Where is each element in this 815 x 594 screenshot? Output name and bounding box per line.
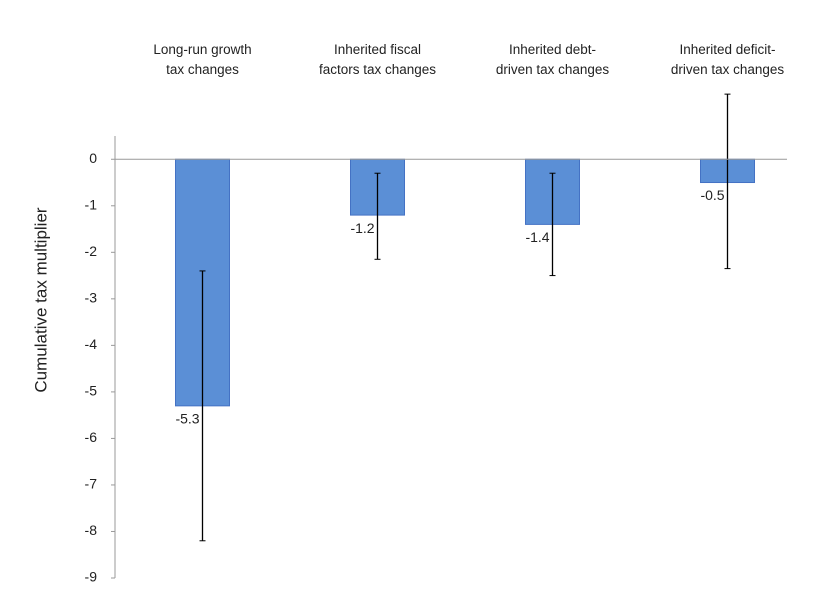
y-tick-label: -1: [85, 196, 98, 212]
y-tick-label: -5: [85, 383, 98, 399]
y-tick-label: 0: [89, 150, 97, 166]
data-label: -1.4: [525, 229, 549, 245]
category-label: Inherited debt- driven tax changes: [495, 42, 610, 77]
y-tick-label: -7: [85, 476, 98, 492]
y-tick-label: -8: [85, 522, 98, 538]
data-label: -1.2: [350, 220, 374, 236]
y-tick-label: -6: [85, 429, 98, 445]
data-label: -5.3: [175, 411, 199, 427]
y-tick-label: -2: [85, 243, 98, 259]
y-axis-label: Cumulative tax multiplier: [31, 207, 50, 393]
category-label: Inherited deficit- driven tax changes: [670, 42, 785, 77]
y-tick-label: -4: [85, 336, 98, 352]
category-label: Long-run growth tax changes: [153, 42, 252, 77]
y-tick-label: -3: [85, 290, 98, 306]
category-label: Inherited fiscal factors tax changes: [318, 42, 437, 77]
data-label: -0.5: [700, 187, 724, 203]
y-tick-label: -9: [85, 569, 98, 585]
